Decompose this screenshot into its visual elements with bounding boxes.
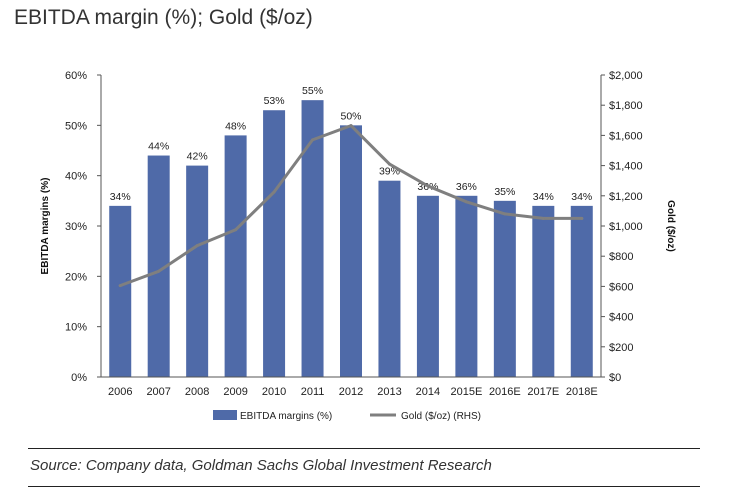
- ebitda-bar-2006: [109, 205, 132, 377]
- ebitda-bar-2015E: [455, 195, 478, 377]
- x-tick-label: 2012: [339, 386, 363, 398]
- right-tick-label: $200: [609, 342, 633, 354]
- divider-top: [28, 448, 700, 449]
- right-axis-title: Gold ($/oz): [665, 200, 676, 252]
- right-tick-label: $2,000: [609, 70, 643, 82]
- gold-point-2010: [272, 190, 276, 194]
- right-tick-label: $1,000: [609, 221, 643, 233]
- x-tick-label: 2016E: [489, 386, 521, 398]
- x-tick-label: 2017E: [527, 386, 559, 398]
- ebitda-bar-2011: [301, 100, 324, 378]
- legend-swatch-ebitda: [213, 410, 237, 420]
- x-tick-label: 2018E: [566, 386, 598, 398]
- ebitda-label-2011: 55%: [302, 85, 323, 97]
- right-tick-label: $0: [609, 372, 621, 384]
- source-note: Source: Company data, Goldman Sachs Glob…: [30, 457, 492, 474]
- chart-axes: 0% 10% 20% 30% 40% 50% 60% $0 $200 $400 $600 $800 $1…: [40, 70, 676, 398]
- x-tick-label: 2008: [185, 386, 209, 398]
- x-tick-label: 2007: [146, 386, 170, 398]
- ebitda-bar-2018E: [570, 205, 593, 377]
- ebitda-label-2012: 50%: [340, 110, 361, 122]
- gold-point-2011: [311, 138, 315, 142]
- left-tick-label: 30%: [65, 221, 87, 233]
- divider-bottom: [28, 486, 700, 487]
- left-tick-label: 60%: [65, 70, 87, 82]
- ebitda-label-2015E: 36%: [456, 181, 477, 193]
- chart-legend: EBITDA margins (%) Gold ($/oz) (RHS): [213, 410, 481, 422]
- x-tick-label: 2013: [377, 386, 401, 398]
- gold-point-2016E: [503, 212, 507, 216]
- left-tick-label: 40%: [65, 171, 87, 183]
- right-tick-label: $600: [609, 281, 633, 293]
- gold-point-2009: [234, 228, 238, 232]
- ebitda-label-2009: 48%: [225, 120, 246, 132]
- ebitda-bar-2014: [416, 195, 439, 377]
- ebitda-label-2008: 42%: [187, 151, 208, 163]
- gold-point-2013: [387, 162, 391, 166]
- right-tick-label: $1,800: [609, 100, 643, 112]
- ebitda-bar-2008: [186, 165, 209, 377]
- left-tick-label: 50%: [65, 120, 87, 132]
- gold-point-2006: [118, 284, 122, 288]
- left-axis-title: EBITDA margins (%): [40, 178, 51, 275]
- legend-label-ebitda: EBITDA margins (%): [240, 411, 332, 422]
- gold-point-2017E: [541, 216, 545, 220]
- gold-price-line: [118, 124, 584, 288]
- right-tick-label: $400: [609, 312, 633, 324]
- ebitda-bars: [109, 100, 593, 378]
- ebitda-bar-2009: [224, 135, 247, 377]
- x-tick-label: 2014: [416, 386, 440, 398]
- x-tick-label: 2010: [262, 386, 286, 398]
- left-tick-label: 20%: [65, 271, 87, 283]
- gold-point-2014: [426, 184, 430, 188]
- ebitda-bar-2012: [340, 125, 362, 377]
- left-tick-label: 0%: [71, 372, 87, 384]
- ebitda-label-2006: 34%: [110, 191, 131, 203]
- gold-point-2008: [195, 244, 199, 248]
- ebitda-bar-2007: [147, 155, 170, 377]
- right-tick-label: $1,400: [609, 161, 643, 173]
- ebitda-label-2018E: 34%: [571, 191, 592, 203]
- ebitda-bar-2010: [263, 110, 286, 377]
- gold-point-2015E: [464, 200, 468, 204]
- ebitda-label-2010: 53%: [264, 95, 285, 107]
- ebitda-bar-2016E: [493, 200, 516, 377]
- legend-label-gold: Gold ($/oz) (RHS): [401, 411, 481, 422]
- ebitda-bar-2017E: [532, 205, 555, 377]
- right-tick-label: $800: [609, 251, 633, 263]
- gold-point-2007: [157, 269, 161, 273]
- x-tick-label: 2015E: [450, 386, 482, 398]
- right-tick-label: $1,600: [609, 130, 643, 142]
- x-tick-label: 2009: [223, 386, 247, 398]
- left-tick-label: 10%: [65, 322, 87, 334]
- ebitda-label-2007: 44%: [148, 141, 169, 153]
- gold-point-2012: [349, 124, 353, 128]
- ebitda-bar-2013: [378, 180, 401, 377]
- ebitda-label-2017E: 34%: [533, 191, 554, 203]
- x-tick-label: 2011: [301, 386, 325, 398]
- ebitda-label-2016E: 35%: [494, 186, 515, 198]
- chart-title: EBITDA margin (%); Gold ($/oz): [14, 6, 313, 29]
- gold-point-2018E: [580, 216, 584, 220]
- right-tick-label: $1,200: [609, 191, 643, 203]
- x-tick-label: 2006: [108, 386, 132, 398]
